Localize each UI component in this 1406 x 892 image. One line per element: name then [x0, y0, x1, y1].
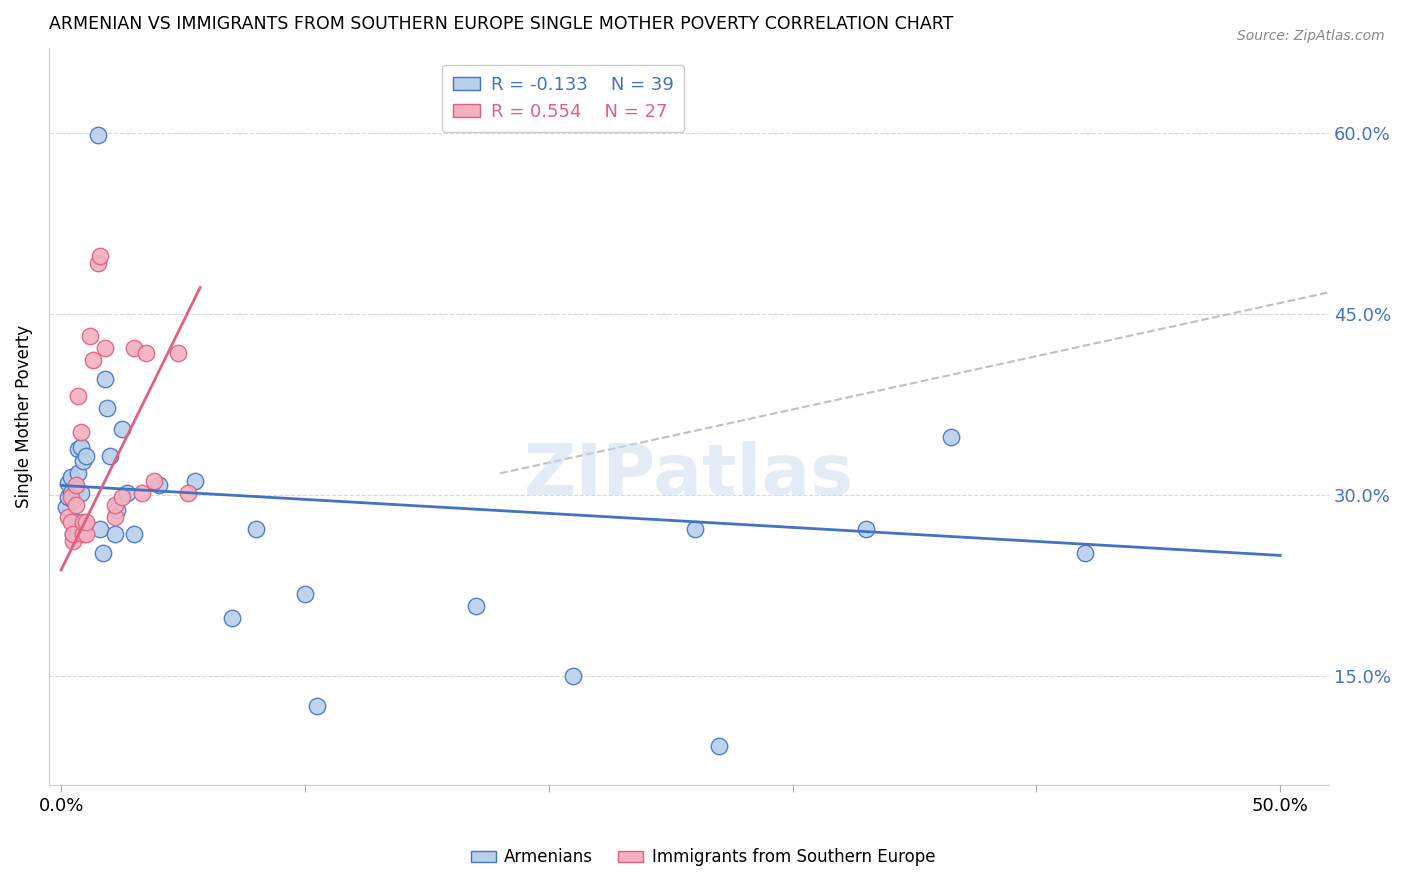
Point [62, 533, 84, 548]
Point [148, 478, 170, 492]
Point [75, 526, 97, 541]
Point [55, 500, 77, 515]
Point [65, 482, 87, 496]
Point [104, 498, 127, 512]
Point [709, 739, 731, 753]
Point [59, 491, 82, 505]
Point [62, 526, 84, 541]
Point [683, 522, 706, 536]
Point [58, 509, 80, 524]
Point [69, 485, 91, 500]
Point [307, 699, 329, 714]
Point [89, 249, 111, 263]
Point [124, 526, 146, 541]
Point [67, 442, 90, 457]
Text: ZIPatlas: ZIPatlas [524, 441, 853, 510]
Point [177, 485, 200, 500]
Point [65, 515, 87, 529]
Point [62, 492, 84, 507]
Point [294, 587, 316, 601]
Text: ARMENIAN VS IMMIGRANTS FROM SOUTHERN EUROPE SINGLE MOTHER POVERTY CORRELATION CH: ARMENIAN VS IMMIGRANTS FROM SOUTHERN EUR… [49, 15, 953, 33]
Point [245, 522, 267, 536]
Point [69, 425, 91, 440]
Point [79, 328, 101, 343]
Point [75, 515, 97, 529]
Point [464, 599, 486, 613]
Point [91, 546, 114, 560]
Point [167, 345, 190, 359]
Point [124, 341, 146, 355]
Point [69, 440, 91, 454]
Point [87, 256, 110, 270]
Point [59, 470, 82, 484]
Point [98, 450, 121, 464]
Point [89, 522, 111, 536]
Y-axis label: Single Mother Poverty: Single Mother Poverty [15, 325, 32, 508]
Text: Source: ZipAtlas.com: Source: ZipAtlas.com [1237, 29, 1385, 43]
Point [939, 430, 962, 444]
Point [65, 478, 87, 492]
Point [75, 450, 97, 464]
Point [562, 669, 585, 683]
Point [104, 526, 127, 541]
Point [105, 502, 128, 516]
Point [142, 474, 165, 488]
Point [72, 526, 94, 541]
Point [58, 475, 80, 490]
Point [111, 491, 134, 505]
Point [131, 485, 153, 500]
Point [87, 128, 110, 143]
Point [94, 341, 117, 355]
Point [96, 401, 118, 416]
Point [72, 454, 94, 468]
Point [62, 526, 84, 541]
Point [65, 498, 87, 512]
Point [184, 474, 207, 488]
Point [115, 485, 138, 500]
Point [1074, 546, 1097, 560]
Point [59, 485, 82, 500]
Point [67, 389, 90, 403]
Point [94, 372, 117, 386]
Point [104, 509, 127, 524]
Point [58, 491, 80, 505]
Point [135, 345, 157, 359]
Point [855, 522, 877, 536]
Point [82, 352, 104, 367]
Legend: R = -0.133    N = 39, R = 0.554    N = 27: R = -0.133 N = 39, R = 0.554 N = 27 [441, 65, 685, 131]
Legend: Armenians, Immigrants from Southern Europe: Armenians, Immigrants from Southern Euro… [464, 842, 942, 873]
Point [67, 467, 90, 481]
Point [221, 611, 243, 625]
Point [59, 515, 82, 529]
Point [111, 422, 134, 436]
Point [72, 515, 94, 529]
